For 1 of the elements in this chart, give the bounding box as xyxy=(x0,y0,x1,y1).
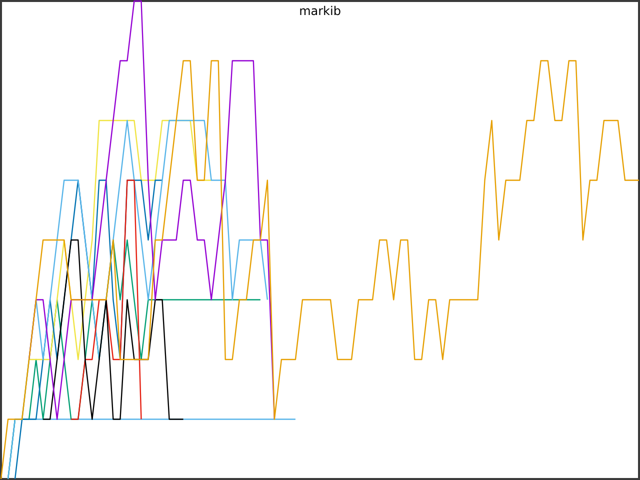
chart-title: markib xyxy=(299,4,341,18)
